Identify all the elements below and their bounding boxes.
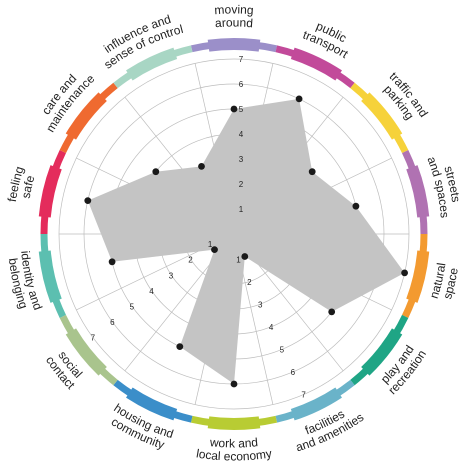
category-label-work-and-local-economy: local economy	[195, 446, 272, 461]
tick-label: 2	[239, 180, 244, 189]
ring-segment-centre-public-transport	[290, 47, 342, 81]
data-point-moving-around	[230, 105, 238, 113]
data-point-care-and-maintenance	[152, 168, 160, 176]
tick-label: 1	[208, 240, 213, 249]
tick-label: 7	[91, 334, 96, 343]
ring-segment-centre-identity-and-belonging	[38, 250, 62, 303]
category-label-line: local economy	[195, 446, 272, 461]
category-label-moving-around: moving	[214, 2, 254, 17]
data-point-identity-and-belonging	[108, 258, 116, 266]
data-points	[84, 95, 408, 388]
tick-label: 3	[169, 271, 174, 280]
ring-segment-centre-housing-and-community	[126, 387, 178, 421]
ring-segment-centre-influence-and-sense-of-control	[126, 47, 178, 81]
data-point-facilities-and-amenities	[241, 253, 249, 260]
category-label-moving-around: around	[214, 15, 253, 30]
category-ring	[38, 38, 430, 430]
tick-label: 7	[239, 55, 244, 64]
ring-segment-centre-natural-space	[406, 250, 430, 303]
tick-label: 5	[280, 346, 285, 355]
ring-segment-centre-traffic-and-parking	[361, 92, 403, 140]
ring-segment-centre-feeling-safe	[38, 165, 62, 218]
tick-label: 2	[247, 278, 252, 287]
tick-label: 5	[130, 303, 135, 312]
tick-label: 4	[269, 323, 274, 332]
data-point-streets-and-spaces	[352, 202, 360, 210]
tick-label: 4	[239, 130, 244, 139]
ring-segment-centre-facilities-and-amenities	[290, 387, 342, 421]
category-label-line: moving	[214, 2, 254, 17]
ring-segment-centre-social-contact	[65, 328, 107, 376]
ring-segment-centre-streets-and-spaces	[406, 165, 430, 218]
tick-label: 6	[110, 318, 115, 327]
data-point-play-and-recreation	[328, 308, 336, 316]
tick-label: 7	[301, 391, 306, 400]
data-area	[87, 98, 405, 385]
category-label-line: work and	[208, 435, 258, 450]
tick-label: 3	[239, 155, 244, 164]
category-label-feeling-safe: safe	[19, 174, 38, 200]
tick-label: 1	[236, 256, 241, 265]
tick-labels: 1 2 3 4 5 6 7 1 2 3 4 5 6 7 1 2 3 4 5 6 7	[91, 55, 307, 400]
ring-segment-centre-work-and-local-economy	[207, 416, 261, 430]
data-point-social-contact	[211, 246, 218, 254]
category-label-work-and-local-economy: work and	[208, 435, 258, 450]
data-point-natural-space	[401, 269, 408, 277]
tick-label: 4	[149, 287, 154, 296]
data-point-traffic-and-parking	[308, 168, 316, 176]
tick-label: 3	[258, 301, 263, 310]
tick-label: 2	[188, 256, 193, 265]
ring-segment-centre-care-and-maintenance	[65, 92, 107, 140]
tick-label: 6	[291, 368, 296, 377]
data-point-influence-and-sense-of-control	[198, 163, 205, 170]
tick-label: 5	[239, 105, 244, 114]
data-point-feeling-safe	[84, 197, 92, 205]
data-point-work-and-local-economy	[230, 380, 238, 388]
data-point-housing-and-community	[176, 343, 184, 350]
ring-segment-centre-play-and-recreation	[361, 328, 403, 376]
tick-label: 1	[239, 205, 244, 214]
tick-label: 6	[239, 80, 244, 89]
ring-segment-centre-moving-around	[207, 38, 261, 52]
data-point-public-transport	[295, 95, 303, 103]
category-label-line: safe	[19, 174, 38, 200]
category-label-line: around	[214, 15, 253, 30]
series-area	[87, 98, 405, 385]
